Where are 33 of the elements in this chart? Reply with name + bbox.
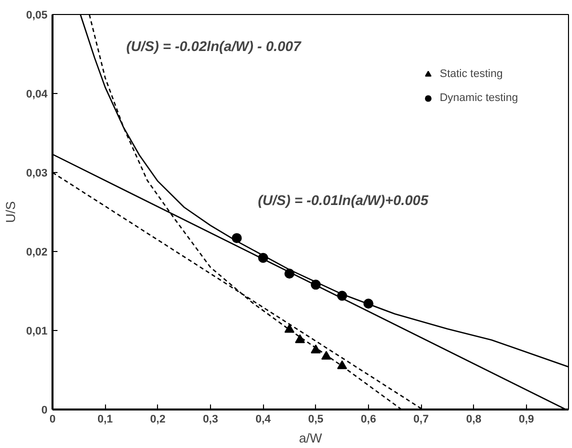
x-tick-label: 0,6 bbox=[360, 414, 376, 426]
point bbox=[321, 350, 332, 360]
x-tick-label: 0 bbox=[49, 414, 56, 426]
annotation: (U/S) = -0.01ln(a/W)+0.005 bbox=[258, 192, 428, 208]
x-tick-label: 0,7 bbox=[413, 414, 429, 426]
x-tick-label: 0,8 bbox=[466, 414, 482, 426]
x-tick-label: 0,2 bbox=[150, 414, 166, 426]
legend-label: Dynamic testing bbox=[440, 92, 518, 104]
point bbox=[232, 233, 242, 244]
y-tick-label: 0,04 bbox=[26, 88, 48, 100]
x-tick-label: 0,3 bbox=[202, 414, 218, 426]
y-tick-label: 0,05 bbox=[26, 10, 48, 22]
y-tick-label: 0,02 bbox=[26, 246, 48, 258]
point bbox=[310, 280, 321, 290]
y-tick-label: 0,01 bbox=[26, 326, 48, 338]
point bbox=[284, 324, 294, 333]
x-tick-label: 0,4 bbox=[255, 414, 272, 426]
point bbox=[284, 268, 294, 279]
y-tick-label: 0,03 bbox=[26, 168, 48, 180]
y-tick-label: 0 bbox=[41, 404, 48, 416]
point bbox=[258, 252, 268, 263]
point bbox=[363, 298, 374, 309]
point bbox=[294, 334, 305, 344]
point bbox=[310, 344, 321, 354]
x-tick-label: 0,1 bbox=[98, 414, 113, 426]
x-axis-title: a/W bbox=[298, 430, 323, 446]
point bbox=[337, 360, 348, 370]
legend-label: Static testing bbox=[440, 68, 503, 80]
x-tick-label: 0,9 bbox=[518, 414, 534, 426]
point bbox=[337, 290, 348, 301]
y-axis-title: U/S bbox=[3, 200, 18, 223]
annotation: (U/S) = -0.02ln(a/W) - 0.007 bbox=[126, 38, 302, 54]
x-tick-label: 0,5 bbox=[308, 414, 324, 426]
